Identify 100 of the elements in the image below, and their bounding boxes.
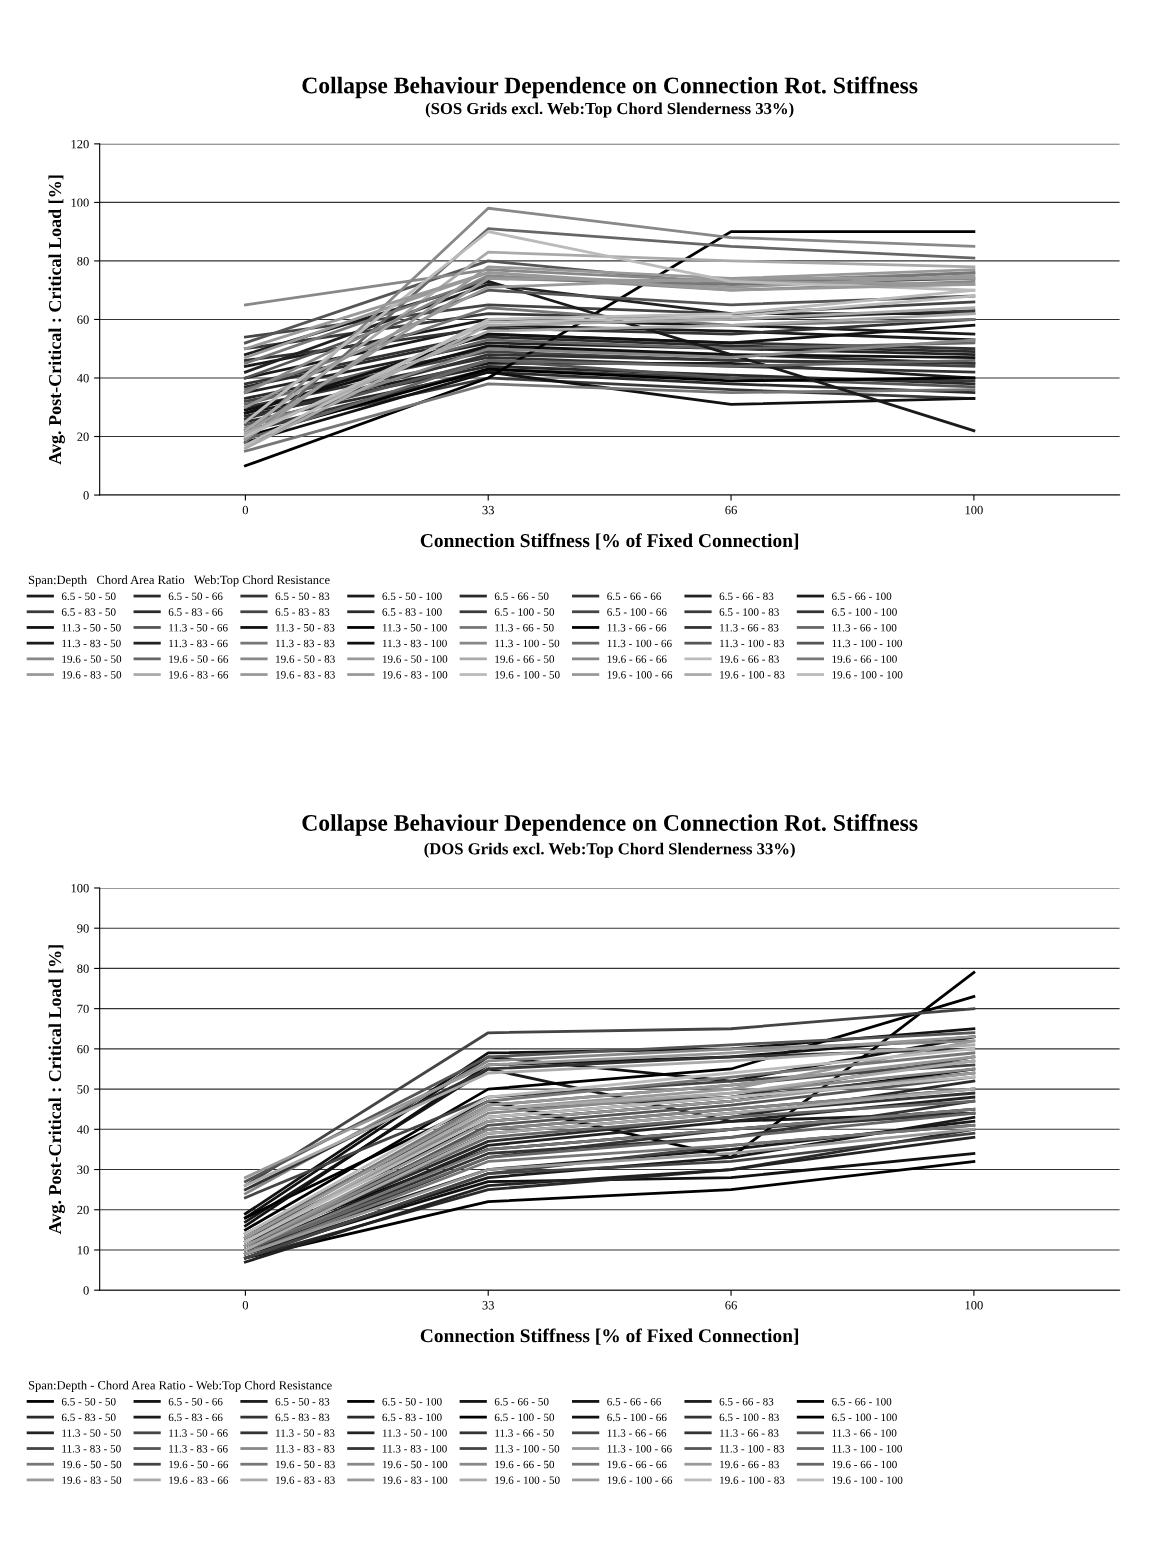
legend-label: 6.5 - 100 - 100: [832, 1413, 897, 1422]
y-tick-label: 120: [71, 139, 89, 149]
legend-label: 6.5 - 50 - 100: [382, 592, 442, 601]
legend-label: 19.6 - 100 - 83: [720, 671, 785, 679]
legend-label: 6.5 - 66 - 66: [607, 592, 662, 601]
legend-label: 6.5 - 83 - 50: [61, 1413, 116, 1422]
legend-label: 11.3 - 83 - 50: [62, 639, 121, 648]
legend-label: 11.3 - 66 - 50: [495, 1429, 554, 1437]
legend-label: 19.6 - 50 - 83: [276, 1460, 335, 1469]
legend-label: 11.3 - 100 - 50: [495, 1445, 560, 1453]
legend-label: 6.5 - 50 - 50: [61, 1397, 116, 1406]
legend-label: 19.6 - 100 - 100: [832, 671, 903, 679]
legend-label: 11.3 - 66 - 100: [832, 623, 897, 632]
legend-label: 11.3 - 100 - 83: [720, 639, 785, 648]
legend-label: 19.6 - 100 - 50: [495, 1476, 560, 1484]
legend-label: 6.5 - 66 - 66: [607, 1397, 662, 1406]
legend-label: 19.6 - 100 - 100: [832, 1476, 903, 1484]
legend-label: 11.3 - 50 - 100: [382, 1429, 447, 1437]
legend-label: 11.3 - 66 - 83: [720, 1429, 779, 1437]
legend-label: 19.6 - 100 - 66: [607, 671, 673, 679]
legend-label: 6.5 - 100 - 66: [607, 608, 667, 616]
legend-label: 6.5 - 100 - 83: [719, 1413, 779, 1422]
legend-label: 19.6 - 66 - 66: [607, 655, 667, 663]
x-axis-title: Connection Stiffness [% of Fixed Connection]: [420, 533, 799, 550]
legend-label: 6.5 - 66 - 83: [719, 592, 774, 601]
legend-label: 11.3 - 100 - 100: [832, 639, 902, 648]
legend-label: 19.6 - 50 - 100: [382, 655, 448, 663]
legend-label: 19.6 - 83 - 50: [62, 671, 122, 679]
legend-label: 19.6 - 66 - 100: [832, 655, 897, 663]
legend-label: 6.5 - 66 - 100: [832, 1397, 892, 1406]
y-tick-label: 30: [77, 1165, 89, 1174]
legend-label: 19.6 - 66 - 50: [495, 655, 555, 663]
legend-label: 11.3 - 66 - 100: [832, 1429, 897, 1437]
legend-label: 19.6 - 66 - 83: [720, 655, 779, 663]
legend-label: 6.5 - 83 - 83: [275, 608, 330, 616]
chart-title: Collapse Behaviour Dependence on Connection Rot. Stiffness: [302, 814, 918, 836]
legend-label: 11.3 - 66 - 50: [495, 623, 554, 632]
y-axis-title: Avg. Post-Critical : Critical Load [%]: [48, 175, 65, 465]
legend-label: 11.3 - 66 - 66: [607, 623, 667, 632]
legend-label: 11.3 - 83 - 66: [169, 639, 228, 648]
legend-label: 19.6 - 50 - 50: [62, 1460, 122, 1469]
legend-label: 19.6 - 50 - 66: [169, 655, 229, 663]
legend-label: 19.6 - 83 - 83: [276, 1476, 335, 1484]
legend-label: 11.3 - 83 - 66: [169, 1445, 228, 1453]
legend-label: 6.5 - 66 - 100: [832, 592, 892, 601]
legend-label: 19.6 - 50 - 66: [169, 1460, 229, 1469]
y-tick-label: 90: [77, 924, 89, 933]
legend-label: 11.3 - 83 - 100: [382, 1445, 447, 1453]
y-tick-label: 60: [77, 1044, 89, 1054]
legend-label: 19.6 - 66 - 66: [607, 1460, 667, 1469]
legend-label: 6.5 - 100 - 50: [494, 608, 555, 616]
legend-label: 6.5 - 83 - 66: [168, 608, 223, 616]
legend-label: 6.5 - 50 - 83: [275, 592, 330, 601]
legend-label: 6.5 - 100 - 83: [719, 608, 779, 616]
y-axis-title: Avg. Post-Critical : Critical Load [%]: [48, 945, 65, 1235]
y-tick-label: 50: [77, 1085, 89, 1094]
legend-label: 6.5 - 66 - 50: [494, 592, 549, 601]
legend-label: 6.5 - 100 - 50: [494, 1413, 555, 1422]
x-tick-label: 33: [482, 505, 494, 515]
legend-label: 11.3 - 100 - 66: [607, 1445, 672, 1453]
y-tick-label: 70: [77, 1004, 89, 1014]
legend-label: 19.6 - 83 - 83: [276, 671, 335, 679]
y-tick-label: 0: [83, 1286, 89, 1295]
legend-label: 11.3 - 100 - 50: [495, 639, 560, 648]
legend-label: 6.5 - 83 - 50: [61, 608, 116, 616]
legend-label: 6.5 - 83 - 66: [168, 1413, 223, 1422]
legend-label: 19.6 - 83 - 66: [169, 671, 229, 679]
legend-label: 11.3 - 83 - 50: [62, 1445, 121, 1453]
legend-label: 6.5 - 50 - 66: [168, 1397, 223, 1406]
y-tick-label: 10: [77, 1246, 89, 1255]
legend-label: 11.3 - 50 - 100: [382, 623, 447, 632]
y-tick-label: 0: [83, 491, 89, 500]
legend-label: 11.3 - 66 - 66: [607, 1429, 667, 1437]
legend-label: 11.3 - 100 - 83: [720, 1445, 785, 1453]
legend-label: 19.6 - 100 - 50: [495, 671, 560, 679]
y-tick-label: 40: [77, 374, 89, 383]
y-tick-label: 60: [77, 315, 89, 324]
legend-label: 19.6 - 100 - 83: [720, 1476, 785, 1484]
legend-label: 11.3 - 83 - 100: [382, 639, 447, 648]
y-tick-label: 100: [71, 198, 89, 207]
legend-title: Span:Depth Chord Area Ratio Web:Top Chord Resistance: [28, 575, 330, 587]
legend-label: 11.3 - 50 - 83: [276, 623, 335, 632]
legend-label: 19.6 - 83 - 100: [382, 1476, 448, 1484]
legend-label: 11.3 - 66 - 83: [720, 623, 779, 632]
y-tick-label: 80: [77, 256, 89, 266]
legend-label: 11.3 - 83 - 83: [276, 639, 335, 648]
legend-label: 11.3 - 100 - 100: [832, 1445, 902, 1453]
legend-label: 6.5 - 100 - 100: [832, 608, 897, 616]
legend-label: 19.6 - 83 - 66: [169, 1476, 229, 1484]
y-tick-label: 20: [77, 432, 89, 441]
legend-label: 11.3 - 50 - 83: [276, 1429, 335, 1437]
legend-label: 19.6 - 50 - 50: [62, 655, 122, 663]
legend-label: 11.3 - 83 - 83: [276, 1445, 335, 1453]
legend-label: 11.3 - 50 - 50: [62, 1429, 121, 1437]
x-tick-label: 0: [242, 505, 249, 515]
y-tick-label: 100: [71, 884, 89, 893]
x-axis-title: Connection Stiffness [% of Fixed Connection]: [420, 1328, 799, 1345]
legend-label: 6.5 - 66 - 83: [719, 1397, 774, 1406]
legend-label: 6.5 - 100 - 66: [607, 1413, 667, 1422]
legend-label: 19.6 - 50 - 83: [276, 655, 335, 663]
